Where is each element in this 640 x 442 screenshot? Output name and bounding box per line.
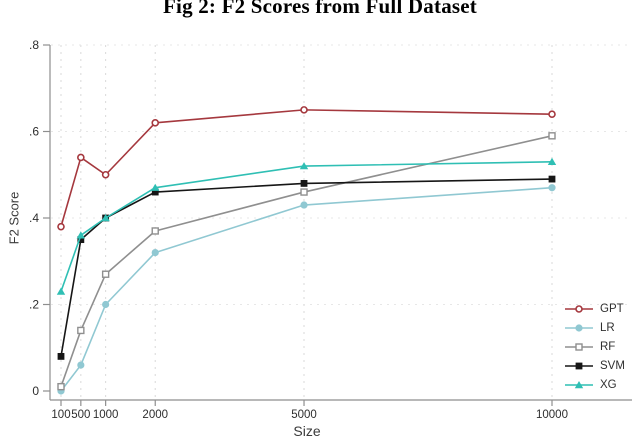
y-tick-label: .6 xyxy=(29,125,39,139)
legend-item-xg: XG xyxy=(564,375,625,394)
data-point-marker xyxy=(575,362,583,369)
legend-label: GPT xyxy=(600,302,624,315)
legend-item-lr: LR xyxy=(564,318,625,337)
data-point-marker xyxy=(300,106,308,114)
data-point-marker xyxy=(548,132,556,140)
figure-title: Fig 2: F2 Scores from Full Dataset xyxy=(163,0,477,18)
data-point-marker xyxy=(57,353,65,360)
data-point-marker xyxy=(56,287,66,295)
x-tick-label: 1000 xyxy=(93,409,119,421)
series-gpt xyxy=(57,106,556,231)
data-point-marker xyxy=(77,236,85,244)
series-line xyxy=(60,178,553,357)
legend-item-svm: SVM xyxy=(564,356,625,375)
y-tick-label: .4 xyxy=(29,211,39,225)
data-point-marker xyxy=(151,188,159,196)
legend-marker-sample xyxy=(565,362,593,369)
data-point-marker xyxy=(299,162,309,170)
series-lr xyxy=(57,184,556,395)
series-line xyxy=(60,160,553,292)
legend-item-gpt: GPT xyxy=(564,299,625,318)
legend-marker-sample xyxy=(565,342,593,351)
data-point-marker xyxy=(57,222,65,231)
x-axis-label: Size xyxy=(293,423,321,439)
data-point-marker xyxy=(151,249,159,257)
data-point-marker xyxy=(300,201,308,209)
legend: GPT LR RF SVM XG xyxy=(564,299,625,394)
data-point-marker xyxy=(101,270,110,278)
data-point-marker xyxy=(574,380,584,388)
x-tick-label: 100 xyxy=(51,409,70,421)
y-tick-label: .8 xyxy=(29,38,39,52)
x-tick-label: 500 xyxy=(71,409,90,421)
series-line xyxy=(60,109,553,227)
data-point-marker xyxy=(151,183,160,191)
data-point-marker xyxy=(101,214,110,222)
data-point-marker xyxy=(77,326,85,335)
data-point-marker xyxy=(300,180,308,187)
legend-marker-sample xyxy=(565,380,593,388)
legend-item-rf: RF xyxy=(564,337,625,356)
data-point-marker xyxy=(151,227,159,235)
data-point-marker xyxy=(548,175,556,183)
legend-label: XG xyxy=(600,378,617,391)
data-point-marker xyxy=(548,110,556,118)
data-point-marker xyxy=(102,300,110,309)
data-point-marker xyxy=(575,342,583,351)
series-line xyxy=(60,135,553,387)
legend-marker-sample xyxy=(565,304,593,313)
series-xg xyxy=(56,157,557,295)
data-point-marker xyxy=(77,153,85,162)
x-tick-label: 5000 xyxy=(291,409,317,421)
y-tick-label: 0 xyxy=(32,384,39,398)
y-tick-label: .2 xyxy=(29,298,39,312)
x-tick-label: 10000 xyxy=(536,409,568,421)
data-point-marker xyxy=(547,157,557,165)
legend-label: RF xyxy=(600,340,616,353)
data-point-marker xyxy=(77,361,85,369)
data-point-marker xyxy=(548,184,556,192)
data-point-marker xyxy=(575,304,583,313)
x-tick-label: 2000 xyxy=(142,409,168,421)
series-rf xyxy=(57,132,556,391)
data-point-marker xyxy=(575,323,583,332)
data-point-marker xyxy=(300,188,308,196)
data-point-marker xyxy=(57,382,65,391)
legend-label: LR xyxy=(600,321,615,334)
legend-label: SVM xyxy=(600,359,625,372)
series-line xyxy=(60,186,553,392)
data-point-marker xyxy=(151,119,160,127)
legend-marker-sample xyxy=(565,323,593,332)
data-point-marker xyxy=(101,170,110,179)
data-point-marker xyxy=(76,231,86,239)
